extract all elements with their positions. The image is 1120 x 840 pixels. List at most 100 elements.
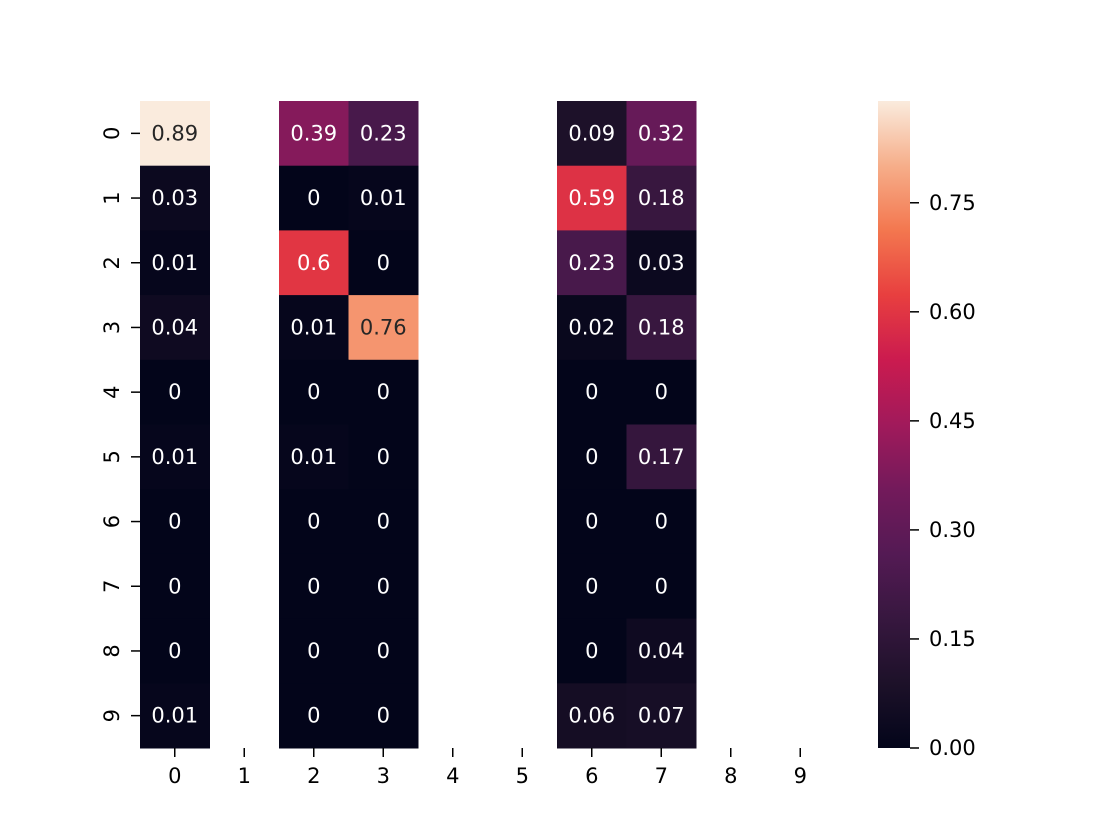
heatmap-cell [140, 101, 210, 167]
y-tick-label: 9 [100, 709, 124, 722]
heatmap-cell [279, 101, 349, 167]
heatmap-cell [348, 424, 419, 490]
x-tick-label: 5 [516, 764, 529, 788]
cell-value-label: 0.23 [568, 251, 615, 275]
heatmap-cell [279, 424, 349, 490]
y-tick-label: 3 [100, 321, 124, 334]
cell-value-label: 0 [307, 380, 320, 404]
cell-value-label: 0 [585, 574, 598, 598]
cell-value-label: 0.18 [638, 186, 685, 210]
cell-value-label: 0 [307, 574, 320, 598]
y-tick-label: 4 [100, 385, 124, 398]
colorbar-gradient [878, 101, 910, 748]
heatmap-cell [626, 101, 697, 167]
cell-value-label: 0.03 [151, 186, 198, 210]
heatmap-cell [557, 101, 627, 167]
x-tick-label: 1 [238, 764, 251, 788]
cell-value-label: 0 [585, 510, 598, 534]
cell-value-label: 0 [377, 380, 390, 404]
colorbar-tick-label: 0.30 [929, 518, 976, 542]
cell-value-label: 0.23 [360, 121, 407, 145]
cell-value-label: 0.09 [568, 121, 615, 145]
y-axis: 0 1 2 3 4 5 6 7 8 9 [100, 127, 140, 722]
cell-value-label: 0.04 [151, 315, 198, 339]
heatmap-cell [348, 295, 419, 361]
heatmap-cell [557, 165, 627, 231]
cell-value-label: 0 [377, 251, 390, 275]
cell-value-label: 0 [307, 639, 320, 663]
cell-value-label: 0 [585, 380, 598, 404]
cell-value-label: 0 [655, 510, 668, 534]
cell-value-label: 0.01 [151, 704, 198, 728]
heatmap-cell [626, 489, 697, 555]
cell-value-label: 0.89 [151, 121, 198, 145]
cell-value-label: 0.39 [290, 121, 337, 145]
cell-value-label: 0 [307, 704, 320, 728]
heatmap-cell [557, 553, 627, 620]
heatmap-cell [279, 295, 349, 361]
y-tick-label: 5 [100, 450, 124, 463]
heatmap-cell [140, 489, 210, 555]
cell-value-label: 0 [168, 380, 181, 404]
cell-value-label: 0 [168, 510, 181, 534]
heatmap-cell [626, 618, 697, 684]
y-tick-label: 6 [100, 515, 124, 528]
heatmap-cell [348, 101, 419, 167]
heatmap-cell [279, 489, 349, 555]
heatmap-cell [626, 683, 697, 749]
cell-value-label: 0.17 [638, 445, 685, 469]
heatmap-cell [279, 618, 349, 684]
heatmap-cell [626, 424, 697, 490]
cell-value-label: 0 [377, 639, 390, 663]
cell-value-label: 0 [585, 639, 598, 663]
heatmap-cell [140, 165, 210, 231]
heatmap-cell [626, 230, 697, 296]
heatmap-cell [140, 295, 210, 361]
cell-value-label: 0 [307, 510, 320, 534]
cell-value-label: 0 [168, 574, 181, 598]
colorbar-tick-label: 0.60 [929, 300, 976, 324]
heatmap-cell [557, 489, 627, 555]
heatmap-cell [279, 359, 349, 425]
heatmap-cell [557, 618, 627, 684]
heatmap-cell [348, 489, 419, 555]
heatmap-cell [140, 424, 210, 490]
cell-value-label: 0 [377, 445, 390, 469]
y-tick-label: 8 [100, 644, 124, 657]
cell-value-label: 0 [655, 574, 668, 598]
heatmap-cell [348, 359, 419, 425]
cell-value-label: 0.76 [360, 315, 407, 339]
heatmap-cell [140, 618, 210, 684]
cell-value-label: 0.06 [568, 704, 615, 728]
heatmap-cell [348, 683, 419, 749]
cell-value-label: 0.6 [297, 251, 330, 275]
y-tick-label: 1 [100, 191, 124, 204]
cell-value-label: 0.03 [638, 251, 685, 275]
x-tick-label: 7 [655, 764, 668, 788]
heatmap-cell [348, 230, 419, 296]
colorbar-tick-label: 0.00 [929, 736, 976, 760]
x-tick-label: 8 [724, 764, 737, 788]
heatmap-cell [279, 230, 349, 296]
y-tick-label: 7 [100, 580, 124, 593]
cell-value-label: 0.59 [568, 186, 615, 210]
heatmap-cell [557, 683, 627, 749]
heatmap-cells [140, 101, 697, 749]
cell-value-label: 0.01 [290, 315, 337, 339]
heatmap-cell [279, 165, 349, 231]
x-tick-label: 0 [168, 764, 181, 788]
heatmap-cell [626, 553, 697, 620]
cell-value-label: 0.04 [638, 639, 685, 663]
cell-value-label: 0 [377, 574, 390, 598]
x-tick-label: 2 [307, 764, 320, 788]
heatmap-cell [557, 295, 627, 361]
colorbar-tick-label: 0.45 [929, 409, 976, 433]
colorbar-tick-label: 0.15 [929, 627, 976, 651]
heatmap-cell [626, 295, 697, 361]
x-tick-label: 6 [585, 764, 598, 788]
cell-value-label: 0 [585, 445, 598, 469]
cell-value-label: 0.07 [638, 704, 685, 728]
cell-value-label: 0 [377, 704, 390, 728]
heatmap-cell [626, 165, 697, 231]
